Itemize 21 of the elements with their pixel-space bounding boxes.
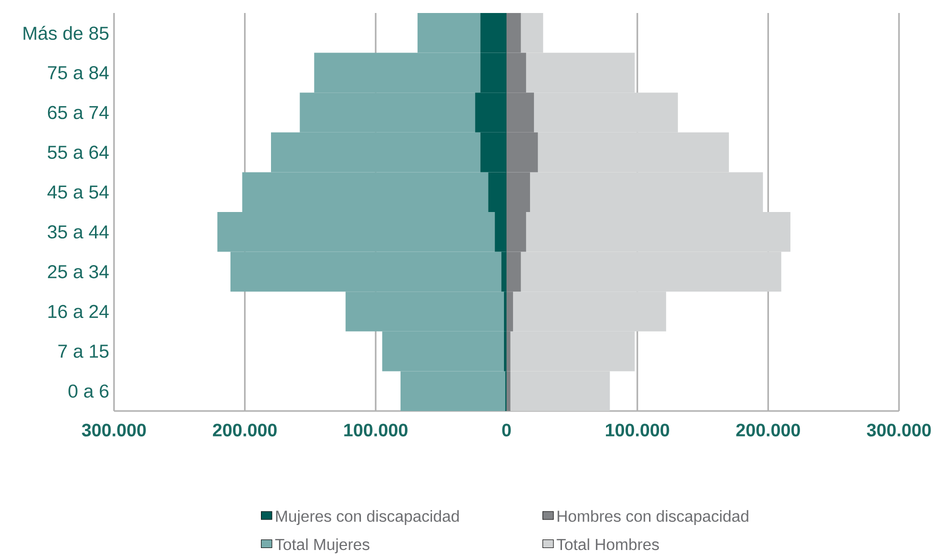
legend-label: Total Hombres — [556, 538, 659, 550]
y-tick-label: 65 a 74 — [48, 106, 109, 120]
y-tick-label: 25 a 34 — [48, 265, 109, 278]
legend-label: Total Mujeres — [275, 538, 370, 554]
y-tick-label: 55 a 64 — [48, 146, 109, 159]
x-tick-label: 0 — [502, 424, 511, 436]
y-tick-label: 16 a 24 — [48, 304, 109, 318]
y-tick-label: Más de 85 — [24, 26, 108, 40]
y-tick-label: 75 a 84 — [48, 66, 109, 80]
y-tick-label: 45 a 54 — [47, 186, 109, 199]
x-tick-label: 200.000 — [736, 424, 800, 436]
x-tick-label: 300.000 — [82, 424, 146, 436]
x-tick-label: 100.000 — [606, 424, 670, 436]
x-tick-label: 100.000 — [344, 424, 408, 436]
x-tick-label: 300.000 — [866, 424, 931, 436]
x-tick-label: 200.000 — [212, 424, 277, 436]
legend-label: Mujeres con discapacidad — [276, 510, 459, 526]
y-tick-label: 35 a 44 — [48, 225, 109, 239]
y-tick-label: 7 a 15 — [58, 344, 108, 358]
legend-label: Hombres con discapacidad — [558, 510, 748, 526]
y-tick-label: 0 a 6 — [68, 384, 108, 398]
